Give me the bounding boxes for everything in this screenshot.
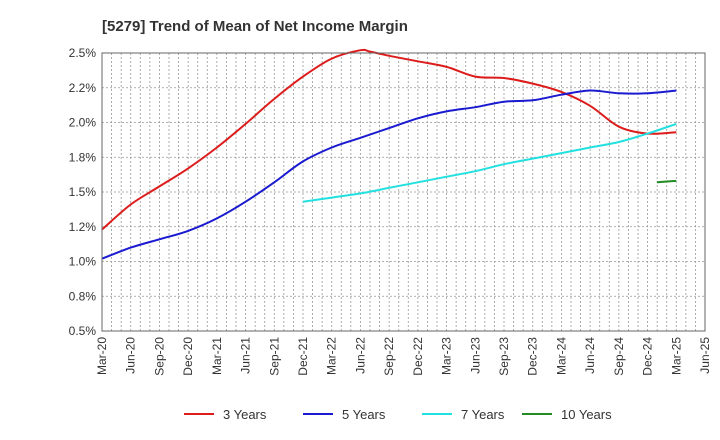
x-tick-label: Mar-22 [325, 337, 339, 375]
legend-label-7-years: 7 Years [461, 407, 505, 422]
y-tick-label: 1.5% [69, 185, 97, 199]
x-tick-label: Sep-24 [612, 337, 626, 376]
x-tick-label: Jun-20 [124, 337, 138, 374]
x-tick-label: Dec-20 [181, 337, 195, 376]
x-axis-ticks: Mar-20 Jun-20 Sep-20 Dec-20 Mar-21 Jun-21 Sep-… [95, 337, 712, 376]
x-tick-label: Jun-21 [239, 337, 253, 374]
series-line-7-years [302, 122, 677, 203]
x-tick-label: Dec-22 [411, 337, 425, 376]
x-tick-label: Jun-24 [583, 337, 597, 374]
x-tick-label: Jun-25 [698, 337, 712, 374]
x-tick-label: Sep-21 [267, 337, 281, 376]
y-tick-label: 2.2% [69, 81, 97, 95]
x-tick-label: Jun-23 [468, 337, 482, 374]
x-tick-label: Dec-24 [641, 337, 655, 376]
x-tick-label: Mar-24 [554, 337, 568, 375]
x-tick-label: Sep-20 [152, 337, 166, 376]
x-tick-label: Mar-21 [210, 337, 224, 375]
x-tick-label: Mar-25 [669, 337, 683, 375]
axes [101, 52, 706, 332]
y-tick-label: 0.8% [69, 289, 97, 303]
series-line-10-years [657, 179, 677, 184]
series-line-5-years [101, 89, 677, 260]
x-tick-label: Mar-20 [95, 337, 109, 375]
y-tick-label: 2.5% [69, 46, 97, 60]
y-axis-ticks: 0.5% 0.8% 1.0% 1.2% 1.5% 1.8% 2.0% 2.2% 2.5% [69, 46, 97, 338]
chart-title: [5279] Trend of Mean of Net Income Margi… [102, 18, 408, 35]
y-tick-label: 1.0% [69, 255, 97, 269]
x-tick-label: Mar-23 [440, 337, 454, 375]
x-tick-label: Dec-21 [296, 337, 310, 376]
legend-label-10-years: 10 Years [561, 407, 612, 422]
x-tick-label: Sep-23 [497, 337, 511, 376]
y-tick-label: 1.8% [69, 150, 97, 164]
x-tick-label: Jun-22 [353, 337, 367, 374]
x-tick-label: Dec-23 [526, 337, 540, 376]
y-tick-label: 2.0% [69, 116, 97, 130]
y-tick-label: 0.5% [69, 324, 97, 338]
y-tick-label: 1.2% [69, 220, 97, 234]
legend-label-3-years: 3 Years [223, 407, 267, 422]
legend-label-5-years: 5 Years [342, 407, 386, 422]
legend: 3 Years 5 Years 7 Years 10 Years [184, 407, 612, 422]
x-tick-label: Sep-22 [382, 337, 396, 376]
plot-border [101, 52, 706, 332]
